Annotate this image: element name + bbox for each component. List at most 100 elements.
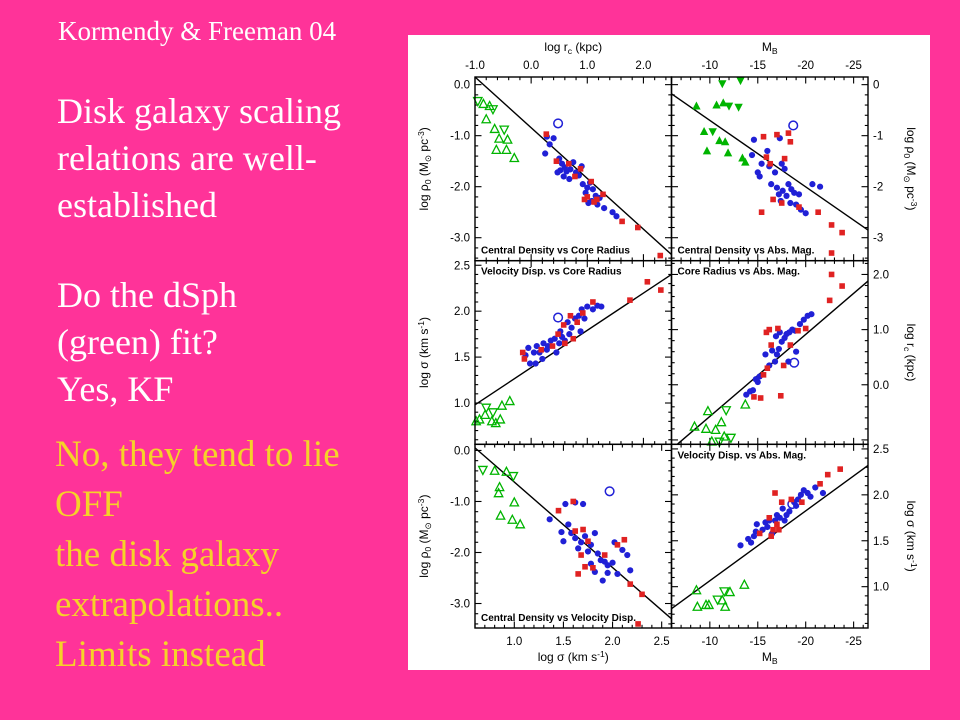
point-blue-circles	[778, 160, 785, 167]
point-red-squares	[763, 154, 770, 160]
point-blue-circles	[816, 183, 824, 190]
point-blue-open-circle	[553, 312, 564, 323]
point-blue-circles	[562, 500, 569, 508]
point-dSph-green-triangles	[719, 98, 728, 107]
point-red-squares	[756, 530, 763, 537]
series-red-squares	[543, 131, 664, 259]
point-blue-circles	[609, 209, 616, 216]
y-tick-label: -1	[873, 131, 883, 143]
point-dSph-green-triangles	[720, 137, 730, 146]
series-dSph-green-triangles	[477, 464, 526, 529]
point-blue-circles	[553, 349, 560, 356]
point-dSph-green-triangles	[720, 406, 732, 417]
panel-frame	[670, 443, 869, 629]
text-line: Yes, KF	[57, 369, 174, 409]
point-blue-circles	[764, 523, 771, 531]
point-dSph-green-triangles	[708, 128, 717, 137]
series-blue-open-circle	[553, 312, 564, 323]
point-dSph-green-triangles	[477, 465, 489, 476]
panel-title: Central Density vs Abs. Mag.	[678, 246, 815, 257]
point-red-squares	[788, 496, 795, 503]
point-blue-circles	[581, 533, 589, 540]
point-blue-circles	[812, 484, 819, 491]
series-blue-circles	[748, 135, 824, 217]
point-red-squares	[775, 325, 781, 332]
point-red-squares	[565, 160, 572, 167]
point-blue-circles	[584, 548, 592, 555]
point-red-squares	[590, 564, 596, 571]
point-red-squares	[828, 222, 835, 228]
x-tick-label: -15	[749, 60, 766, 72]
point-blue-circles	[581, 315, 588, 322]
point-red-squares	[768, 342, 774, 348]
point-dSph-green-triangles	[470, 415, 482, 426]
point-blue-circles	[747, 539, 755, 546]
panel-velocity-disp-vs-abs-mag: -10 -15 -20 -25 2.5 2.0 1.5 1.0 Velocity Disp. v…	[670, 443, 889, 648]
series-blue-open-circle	[553, 118, 564, 129]
point-dSph-green-triangles	[489, 464, 500, 475]
point-blue-circles	[771, 169, 779, 176]
point-blue-circles	[543, 346, 550, 353]
x-tick-label: -20	[797, 636, 814, 648]
point-blue-circles	[601, 205, 608, 212]
point-dSph-green-triangles	[504, 395, 516, 406]
point-red-squares	[760, 372, 767, 378]
point-red-squares	[802, 325, 809, 332]
point-blue-circles	[773, 351, 781, 358]
point-blue-circles	[775, 191, 782, 198]
point-red-squares	[580, 526, 586, 533]
point-dSph-green-triangles	[480, 113, 492, 124]
point-dSph-green-triangles	[478, 98, 489, 109]
series-red-squares	[751, 271, 845, 401]
y-tick-label: 1.0	[454, 398, 470, 410]
y-tick-label: 0.0	[873, 380, 889, 392]
point-dSph-green-triangles	[739, 578, 750, 589]
point-blue-circles	[550, 135, 557, 142]
axis-title-top: log rc (kpc)	[544, 40, 602, 56]
point-dSph-green-triangles	[734, 103, 743, 112]
point-red-squares	[577, 166, 584, 172]
point-dSph-green-triangles	[717, 594, 728, 605]
x-tick-label: 0.0	[523, 60, 539, 72]
point-blue-circles	[598, 303, 605, 310]
point-dSph-green-triangles	[710, 423, 721, 435]
point-dSph-green-triangles	[740, 398, 751, 409]
series-dSph-green-triangles	[689, 398, 751, 448]
point-red-squares	[657, 252, 664, 259]
point-dSph-green-triangles	[692, 101, 701, 110]
point-red-squares	[837, 466, 844, 472]
point-red-squares	[785, 130, 792, 136]
point-blue-circles	[566, 331, 573, 338]
text-block-scaling-relations: Disk galaxy scaling relations are well-es…	[57, 88, 341, 229]
point-blue-circles	[542, 150, 549, 157]
axis-title-right: log ρ0 (M⊙ pc-3)	[902, 127, 919, 210]
point-red-squares	[574, 319, 580, 325]
point-red-squares	[591, 199, 597, 205]
point-red-squares	[799, 499, 805, 505]
point-blue-circles	[572, 535, 579, 542]
point-red-squares	[766, 326, 773, 333]
point-dSph-green-triangles	[718, 430, 730, 441]
point-blue-open-circle	[788, 120, 799, 131]
point-blue-circles	[797, 491, 805, 498]
point-red-squares	[766, 515, 773, 521]
point-blue-circles	[819, 489, 827, 497]
point-blue-circles	[578, 539, 585, 546]
point-blue-circles	[773, 184, 781, 191]
point-blue-circles	[800, 316, 807, 323]
point-blue-circles	[754, 378, 761, 386]
series-red-squares	[555, 498, 645, 627]
point-red-squares	[774, 521, 780, 528]
point-blue-circles	[793, 348, 800, 355]
y-tick-label: 2.0	[454, 306, 470, 318]
point-dSph-green-triangles	[493, 487, 504, 498]
point-red-squares	[578, 552, 584, 558]
point-dSph-green-triangles	[479, 408, 491, 419]
point-red-squares	[594, 196, 600, 203]
x-tick-label: -1.0	[465, 60, 485, 72]
series-blue-circles	[737, 484, 827, 549]
point-blue-circles	[750, 136, 758, 143]
text-line: Do the dSph	[57, 275, 237, 315]
point-red-squares	[787, 138, 794, 145]
point-blue-circles	[540, 340, 547, 347]
